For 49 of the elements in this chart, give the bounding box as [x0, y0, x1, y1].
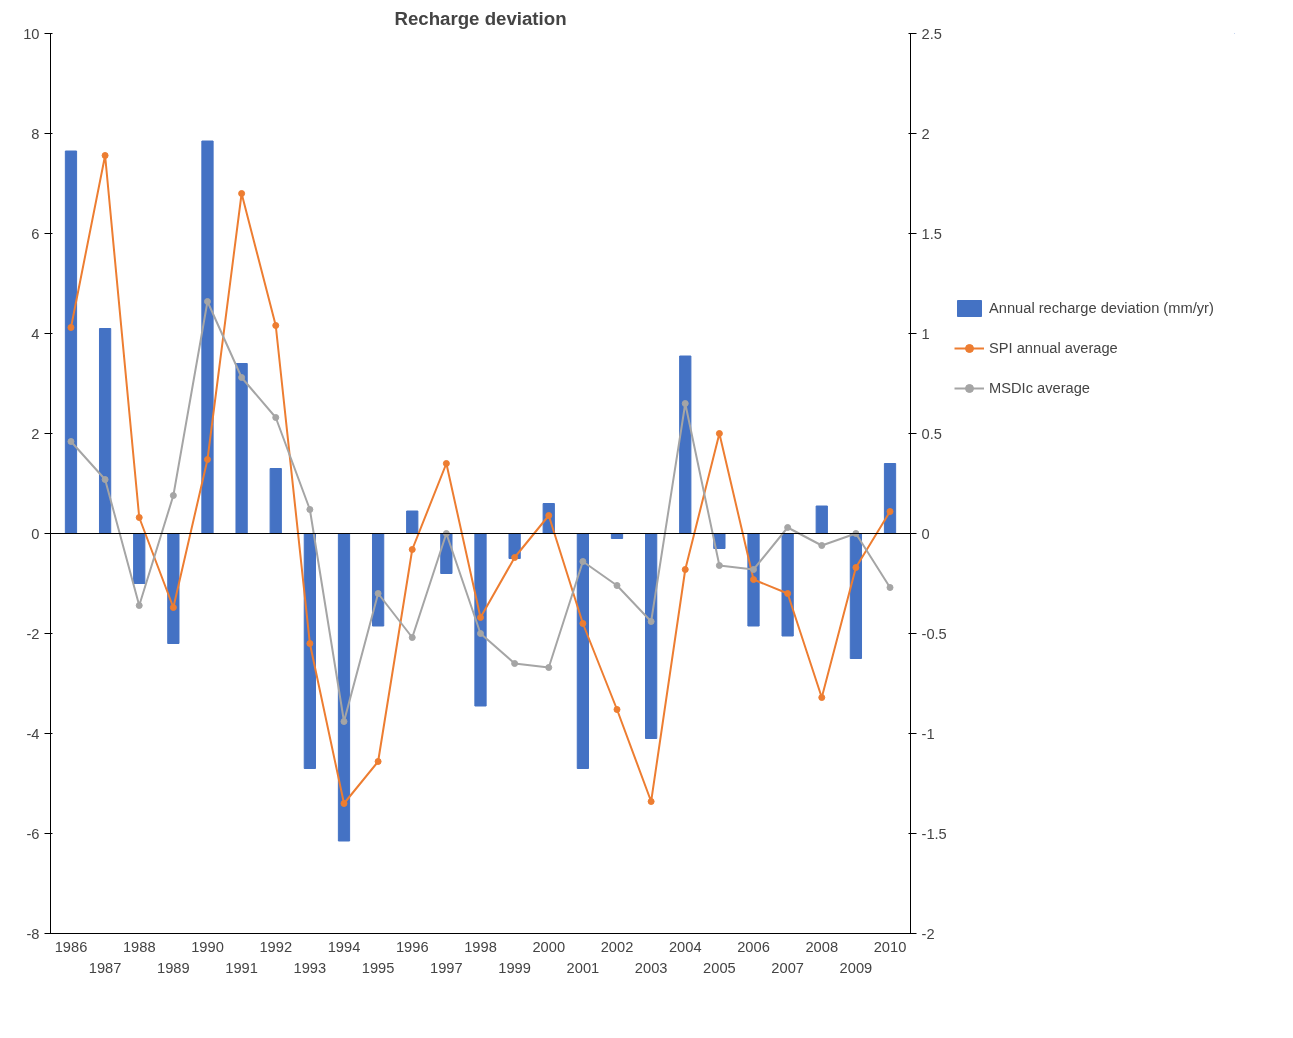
- x-tick-label: 2008: [805, 938, 839, 955]
- y2-tick-label: -0.5: [921, 625, 947, 642]
- x-tick-label: 1995: [361, 959, 395, 976]
- x-tick-label: 1992: [259, 938, 293, 955]
- y-tick-label: 0: [31, 525, 40, 542]
- x-tick-label: 1990: [191, 938, 224, 955]
- x-tick-label: 2001: [566, 959, 600, 976]
- chart-title: Recharge deviation: [394, 7, 567, 29]
- x-tick-label: 2003: [634, 959, 668, 976]
- y2-tick-label: 2: [921, 125, 930, 142]
- x-tick-label: 2004: [668, 938, 702, 955]
- legend-label: Annual recharge deviation (mm/yr): [989, 300, 1214, 316]
- y-tick-label: 10: [23, 25, 40, 42]
- x-tick-label: 1996: [395, 938, 429, 955]
- x-tick-label: 1998: [464, 938, 497, 955]
- y2-tick-label: -1.5: [921, 825, 947, 842]
- x-tick-label: 1999: [498, 959, 531, 976]
- x-tick-label: 1986: [54, 938, 88, 955]
- y-tick-label: 8: [31, 125, 40, 142]
- y-tick-label: -2: [26, 625, 40, 642]
- y2-tick-label: -2: [921, 925, 935, 942]
- legend-label: SPI annual average: [989, 340, 1118, 356]
- y2-tick-label: 2.5: [921, 25, 942, 42]
- x-tick-label: 2010: [873, 938, 907, 955]
- x-tick-label: 1994: [327, 938, 361, 955]
- x-tick-label: 2002: [600, 938, 634, 955]
- y2-tick-label: 1: [921, 325, 930, 342]
- y2-tick-label: 1.5: [921, 225, 942, 242]
- x-tick-label: 1993: [293, 959, 327, 976]
- y-tick-label: 2: [31, 425, 40, 442]
- y-tick-label: -8: [26, 925, 40, 942]
- x-tick-label: 1991: [225, 959, 258, 976]
- x-tick-label: 1989: [157, 959, 190, 976]
- x-tick-label: 2000: [532, 938, 566, 955]
- y-tick-label: -6: [26, 825, 40, 842]
- y-tick-label: 4: [31, 325, 40, 342]
- y-tick-label: 6: [31, 225, 40, 242]
- y2-tick-label: 0: [921, 525, 930, 542]
- y-tick-label: -4: [26, 725, 40, 742]
- x-tick-label: 2007: [771, 959, 804, 976]
- y2-tick-label: -1: [921, 725, 935, 742]
- x-tick-label: 2005: [703, 959, 736, 976]
- legend-label: MSDIc average: [989, 380, 1091, 396]
- y2-tick-label: 0.5: [921, 425, 942, 442]
- x-tick-label: 2006: [737, 938, 770, 955]
- x-tick-label: 1988: [122, 938, 156, 955]
- x-tick-label: 1987: [88, 959, 122, 976]
- x-tick-label: 1997: [430, 959, 463, 976]
- x-tick-label: 2009: [839, 959, 873, 976]
